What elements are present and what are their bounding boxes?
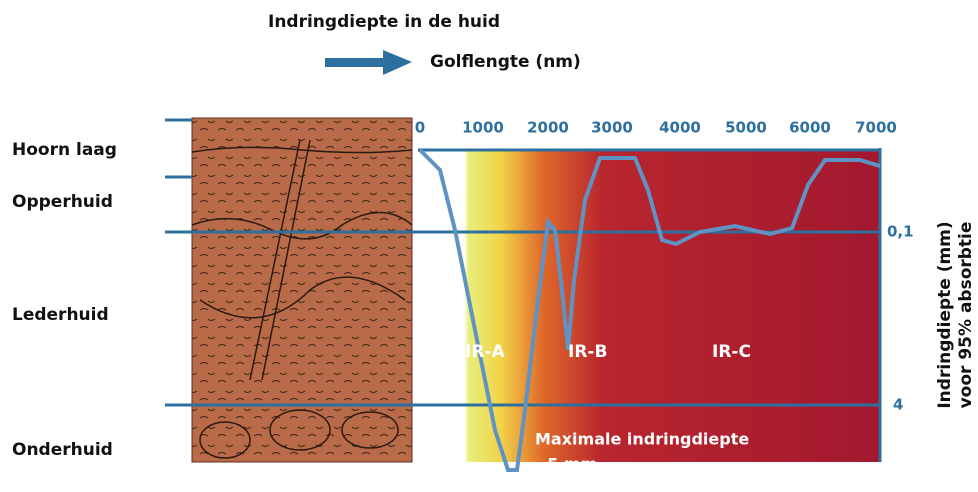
x-tick-label: 1000 [462,119,504,137]
x-tick-label: 0 [415,119,425,137]
title: Indringdiepte in de huid [268,12,500,32]
x-tick-label: 4000 [659,119,701,137]
depth-tick: 4 [893,396,903,414]
layer-label: Onderhuid [12,440,113,460]
annotation: Maximale indringdiepte [535,430,749,449]
depth-axis-label: voor 95% absorbtie [956,222,976,409]
x-tick-label: 2000 [527,119,569,137]
x-tick-label: 5000 [725,119,767,137]
x-axis-label: Golflengte (nm) [430,52,581,72]
layer-label: Opperhuid [12,192,113,212]
layer-label: Hoorn laag [12,140,117,160]
x-tick-label: 6000 [789,119,831,137]
x-tick-label: 3000 [591,119,633,137]
layer-label: Lederhuid [12,305,109,325]
depth-axis-label: Indringdiepte (mm) [935,221,955,408]
annotation: - 5 mm [535,455,597,474]
region-label: IR-C [712,342,751,362]
arrow [325,50,412,75]
region-label: IR-B [568,342,607,362]
region-label: IR-A [465,342,505,362]
depth-tick: 0,1 [887,223,914,241]
diagram: Indringdiepte in de huid Golflengte (nm)… [0,0,978,492]
x-tick-label: 7000 [855,119,897,137]
